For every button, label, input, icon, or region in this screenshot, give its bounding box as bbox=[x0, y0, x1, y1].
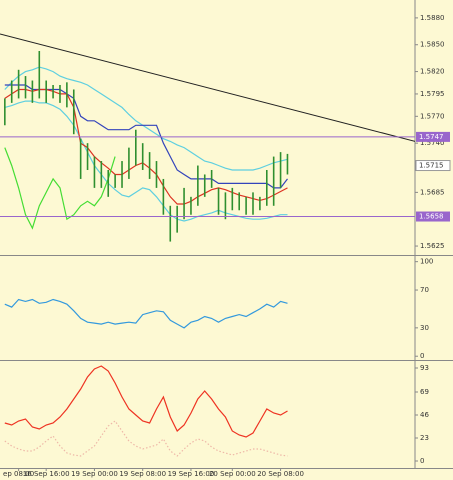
y-tick-label: 1.5770 bbox=[420, 112, 445, 120]
x-tick-label: 19 Sep 16:00 bbox=[168, 470, 215, 478]
y-tick-label: 69 bbox=[420, 388, 429, 396]
y-tick-label: 30 bbox=[420, 324, 429, 332]
level-label: 1.5747 bbox=[419, 133, 444, 141]
y-tick-label: 70 bbox=[420, 286, 429, 294]
indicator-line bbox=[4, 100, 288, 222]
y-tick-label: 1.5820 bbox=[420, 68, 445, 76]
indicator-line bbox=[4, 298, 288, 329]
x-tick-label: 20 Sep 00:00 bbox=[209, 470, 256, 478]
x-tick-label: 19 Sep 00:00 bbox=[71, 470, 118, 478]
level-label-box bbox=[416, 211, 450, 222]
x-tick-label: 16 Sep 16:00 bbox=[23, 470, 70, 478]
panel-plot bbox=[4, 365, 288, 457]
indicator-line bbox=[4, 84, 288, 189]
y-tick-label: 1.5880 bbox=[420, 14, 445, 22]
level-label: 1.5658 bbox=[419, 213, 444, 221]
y-tick-label: 46 bbox=[420, 411, 429, 419]
price-marker-box bbox=[415, 160, 451, 172]
x-tick-label: 20 Sep 08:00 bbox=[257, 470, 304, 478]
price-marker-label: 1.5715 bbox=[419, 162, 444, 170]
indicator-line bbox=[4, 88, 288, 205]
y-tick-label: 1.5850 bbox=[420, 41, 445, 49]
indicator-line bbox=[4, 66, 288, 171]
y-tick-label: 1.5740 bbox=[420, 139, 445, 147]
trend-line bbox=[0, 33, 415, 142]
indicator-line bbox=[4, 147, 116, 230]
y-tick-label: 0 bbox=[420, 457, 424, 465]
panel-plot bbox=[4, 298, 288, 329]
indicator-line bbox=[4, 420, 288, 457]
y-tick-label: 1.5625 bbox=[420, 242, 445, 250]
y-tick-label: 1.5795 bbox=[420, 90, 445, 98]
y-tick-label: 93 bbox=[420, 364, 429, 372]
y-tick-label: 1.5685 bbox=[420, 188, 445, 196]
x-tick-label: ep 08:00 bbox=[3, 470, 34, 478]
y-tick-label: 23 bbox=[420, 434, 429, 442]
y-tick-label: 100 bbox=[420, 258, 433, 266]
indicator-line bbox=[4, 365, 288, 438]
level-label-box bbox=[416, 131, 450, 142]
y-tick-label: 0 bbox=[420, 352, 424, 360]
x-tick-label: 19 Sep 08:00 bbox=[119, 470, 166, 478]
panel-plot bbox=[0, 33, 415, 242]
